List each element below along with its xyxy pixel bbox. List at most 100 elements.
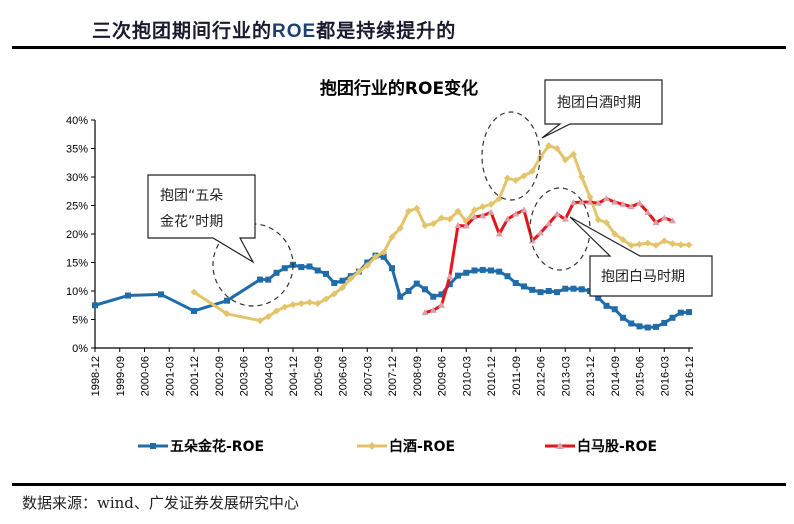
- data-point: [644, 324, 651, 331]
- data-point: [496, 268, 503, 275]
- data-point: [504, 174, 511, 182]
- x-tick-label: 2011-09: [511, 356, 523, 396]
- chart-title: 抱团行业的ROE变化: [320, 78, 478, 99]
- data-point: [264, 313, 272, 321]
- data-point: [553, 145, 561, 152]
- data-point: [347, 274, 355, 282]
- data-point: [578, 173, 586, 181]
- y-tick-label: 10%: [66, 286, 88, 298]
- data-point: [314, 300, 322, 308]
- data-point: [462, 222, 470, 229]
- data-point: [125, 292, 131, 299]
- x-tick-label: 2013-12: [585, 356, 597, 396]
- data-point: [636, 323, 643, 330]
- data-point: [413, 204, 421, 212]
- data-point: [92, 302, 98, 309]
- data-point: [405, 288, 412, 294]
- data-point: [297, 300, 305, 308]
- data-point: [512, 176, 520, 184]
- x-tick-label: 2010-03: [461, 356, 473, 396]
- x-tick-label: 2014-09: [610, 356, 622, 396]
- data-point: [273, 307, 280, 315]
- legend-item-baima[interactable]: 白马股-ROE: [545, 438, 657, 455]
- data-point: [603, 195, 610, 202]
- data-point: [594, 199, 602, 206]
- data-point: [323, 270, 329, 277]
- data-point: [562, 285, 569, 292]
- title-pre: 三次抱团期间行业的: [92, 20, 273, 42]
- legend-item-wuduo[interactable]: 五朵金花-ROE: [138, 438, 264, 455]
- data-point: [306, 263, 313, 270]
- x-tick-label: 2013-03: [560, 356, 572, 396]
- x-tick-label: 2016-12: [684, 356, 696, 396]
- source-note: 数据来源：wind、广发证券发展研究中心: [22, 494, 299, 512]
- data-point: [504, 215, 511, 222]
- data-point: [528, 237, 536, 244]
- data-point: [495, 230, 503, 237]
- legend-label-baima: 白马股-ROE: [577, 438, 657, 455]
- baima-callout-text: 抱团白马时期: [601, 269, 685, 285]
- data-point: [520, 172, 528, 180]
- data-point: [479, 203, 487, 211]
- data-point: [380, 253, 387, 260]
- data-point: [512, 210, 520, 217]
- data-point: [619, 236, 627, 244]
- data-point: [388, 233, 396, 241]
- x-tick-label: 2006-06: [338, 356, 350, 396]
- data-point: [405, 207, 412, 215]
- y-tick-label: 20%: [66, 229, 88, 241]
- data-point: [669, 314, 676, 321]
- y-tick-label: 35%: [66, 144, 88, 156]
- y-tick-label: 25%: [66, 201, 88, 213]
- legend-label-wuduo: 五朵金花-ROE: [170, 438, 264, 455]
- data-point: [594, 216, 602, 224]
- data-point: [553, 210, 561, 217]
- data-point: [339, 284, 346, 292]
- data-point: [298, 264, 305, 271]
- x-tick-label: 1998-12: [90, 356, 102, 396]
- legend: 五朵金花-ROE 白酒-ROE 白马股-ROE: [138, 438, 657, 455]
- data-point: [545, 220, 553, 227]
- data-point: [191, 307, 197, 314]
- data-point: [595, 294, 602, 301]
- baijiu-period-ellipse: [481, 111, 541, 201]
- data-point: [520, 206, 528, 213]
- legend-label-baijiu: 白酒-ROE: [389, 438, 455, 455]
- data-point: [479, 266, 486, 273]
- y-tick-label: 0%: [72, 343, 88, 355]
- data-point: [636, 199, 643, 206]
- x-tick-label: 2004-03: [263, 356, 275, 396]
- data-point: [438, 214, 445, 222]
- data-point: [677, 309, 684, 316]
- data-point: [570, 150, 577, 158]
- x-tick-label: 2008-09: [412, 356, 424, 396]
- x-tick-label: 2003-06: [239, 356, 251, 396]
- top-divider: [12, 46, 786, 49]
- data-point: [628, 320, 635, 327]
- data-point: [529, 286, 536, 293]
- slide-title: 三次抱团期间行业的ROE都是持续提升的: [92, 16, 456, 43]
- data-point: [620, 314, 626, 321]
- data-point: [289, 301, 297, 309]
- data-point: [223, 310, 231, 318]
- data-point: [669, 217, 676, 224]
- data-point: [446, 273, 454, 280]
- wuduo-callout-box: [147, 174, 256, 264]
- data-point: [677, 241, 685, 249]
- data-point: [454, 207, 462, 215]
- data-point: [314, 267, 321, 274]
- wuduo-callout-line1: 抱团“五朵: [160, 188, 223, 204]
- data-point: [661, 319, 668, 326]
- data-point: [627, 203, 635, 210]
- data-point: [330, 290, 338, 298]
- data-point: [281, 265, 288, 272]
- data-point: [603, 302, 610, 309]
- data-point: [355, 268, 363, 276]
- data-point: [339, 277, 346, 284]
- data-point: [488, 267, 494, 274]
- legend-item-baijiu[interactable]: 白酒-ROE: [357, 438, 455, 455]
- data-point: [644, 208, 652, 215]
- data-point: [537, 229, 544, 236]
- data-point: [479, 212, 487, 219]
